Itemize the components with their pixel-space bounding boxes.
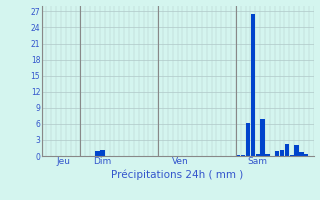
Bar xyxy=(95,151,100,156)
Bar xyxy=(304,154,308,156)
Bar xyxy=(265,154,270,156)
Bar xyxy=(280,150,284,156)
X-axis label: Précipitations 24h ( mm ): Précipitations 24h ( mm ) xyxy=(111,169,244,180)
Bar xyxy=(275,151,279,156)
Bar xyxy=(290,155,294,156)
Bar xyxy=(299,152,304,156)
Bar xyxy=(236,155,241,156)
Bar xyxy=(100,150,105,156)
Bar xyxy=(285,144,289,156)
Bar xyxy=(294,145,299,156)
Bar xyxy=(246,123,250,156)
Bar xyxy=(251,14,255,156)
Bar xyxy=(241,155,245,156)
Bar xyxy=(256,154,260,156)
Bar xyxy=(260,118,265,156)
